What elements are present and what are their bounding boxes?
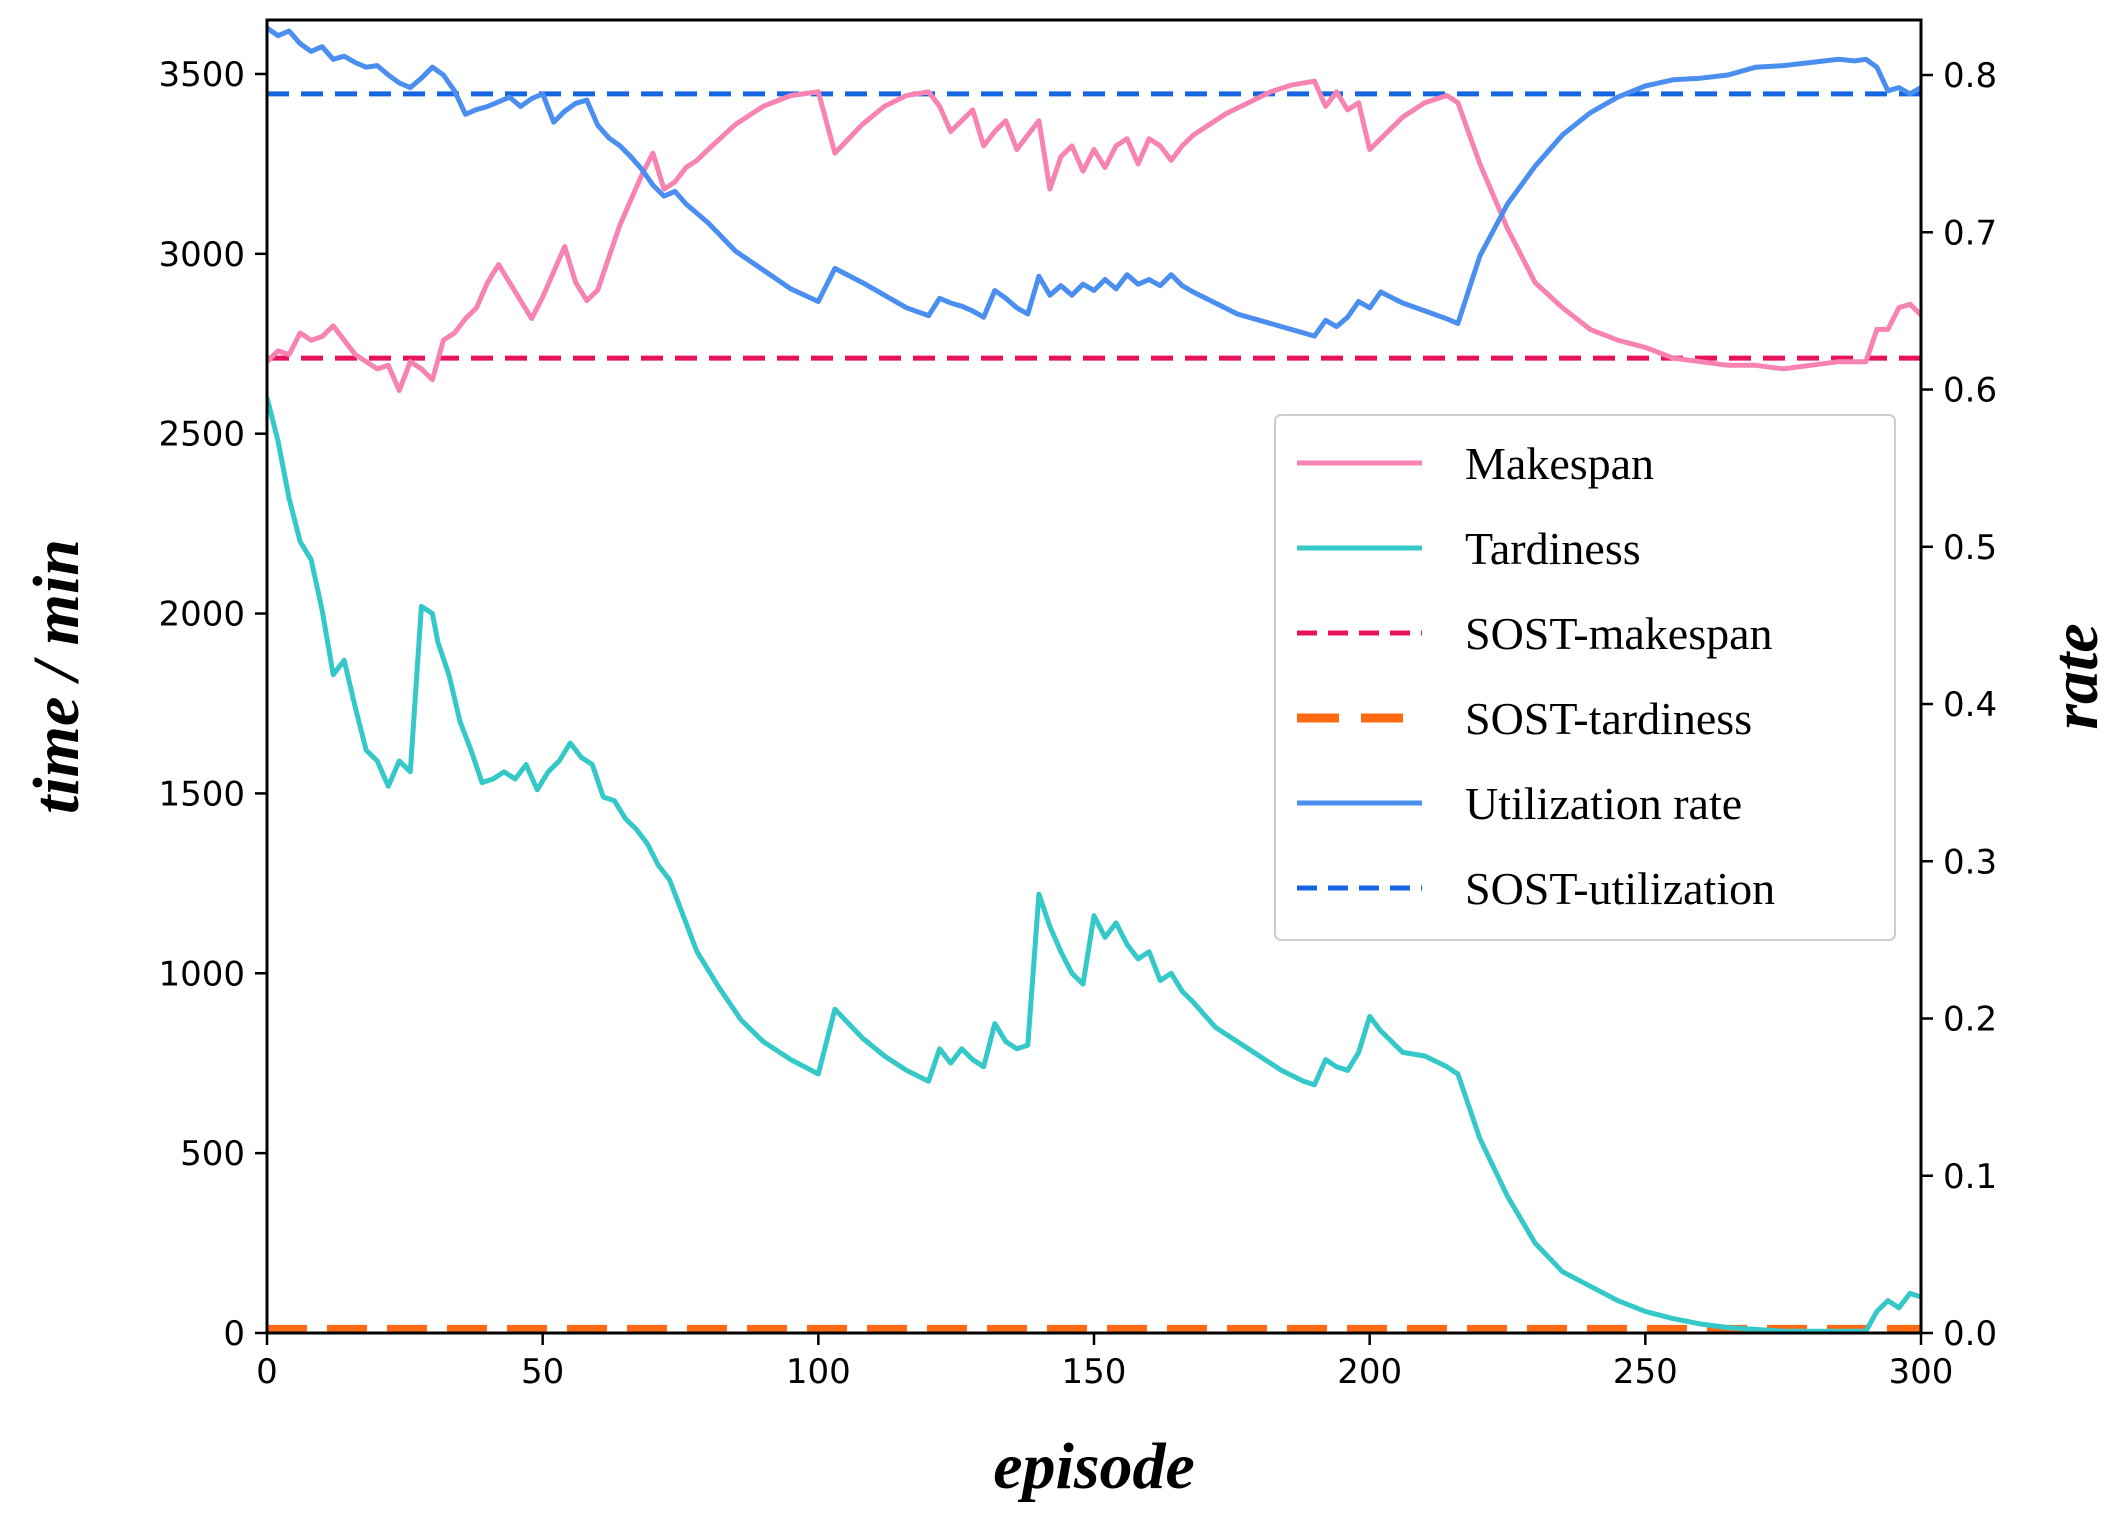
y-right-tick-label: 0.1	[1943, 1157, 1997, 1197]
legend-label-tardiness: Tardiness	[1465, 523, 1641, 574]
y-right-tick-label: 0.7	[1943, 213, 1997, 253]
x-tick-label: 150	[1062, 1352, 1127, 1392]
y-right-tick-label: 0.2	[1943, 1000, 1997, 1040]
legend-label-makespan: Makespan	[1465, 438, 1654, 489]
legend-label-sost-tardiness: SOST-tardiness	[1465, 693, 1752, 744]
series-line-utilization-rate	[267, 25, 1921, 339]
y-axis-right-title: rate	[2039, 623, 2112, 729]
y-right-tick-label: 0.8	[1943, 56, 1997, 96]
y-right-tick-label: 0.6	[1943, 371, 1997, 411]
y-left-tick-label: 1500	[158, 774, 245, 814]
x-axis: 0 50 100 150 200 250 300	[256, 1333, 1953, 1392]
y-right-tick-label: 0.0	[1943, 1314, 1997, 1354]
legend-label-sost-makespan: SOST-makespan	[1465, 608, 1773, 659]
y-left-tick-label: 2000	[158, 595, 245, 635]
x-axis-title: episode	[993, 1430, 1195, 1503]
x-tick-label: 300	[1889, 1352, 1954, 1392]
x-tick-label: 250	[1613, 1352, 1678, 1392]
plot-area	[267, 25, 1921, 1333]
y-left-tick-label: 3500	[158, 55, 245, 95]
y-left-tick-label: 1000	[158, 954, 245, 994]
y-axis-left-title: time / min	[20, 539, 93, 814]
x-tick-label: 200	[1337, 1352, 1402, 1392]
x-tick-label: 50	[521, 1352, 564, 1392]
x-tick-label: 100	[786, 1352, 851, 1392]
y-axis-right: 0.0 0.1 0.2 0.3 0.4 0.5 0.6 0.7 0.8	[1921, 56, 1997, 1354]
legend-box	[1274, 414, 1896, 941]
y-left-tick-label: 500	[180, 1134, 245, 1174]
legend-label-sost-utilization: SOST-utilization	[1465, 863, 1775, 914]
y-axis-left: 0 500 1000 1500 2000 2500 3000 3500	[158, 55, 267, 1354]
y-right-tick-label: 0.4	[1943, 685, 1997, 725]
x-tick-label: 0	[256, 1352, 278, 1392]
series-line-tardiness	[267, 397, 1921, 1333]
series-line-makespan	[267, 78, 1921, 393]
legend: Makespan Tardiness SOST-makespan SOST-tardi…	[1274, 414, 1896, 941]
y-right-tick-label: 0.3	[1943, 842, 1997, 882]
legend-label-utilization-rate: Utilization rate	[1465, 778, 1742, 829]
y-left-tick-label: 0	[223, 1314, 245, 1354]
y-right-tick-label: 0.5	[1943, 528, 1997, 568]
y-left-tick-label: 2500	[158, 415, 245, 455]
y-left-tick-label: 3000	[158, 235, 245, 275]
